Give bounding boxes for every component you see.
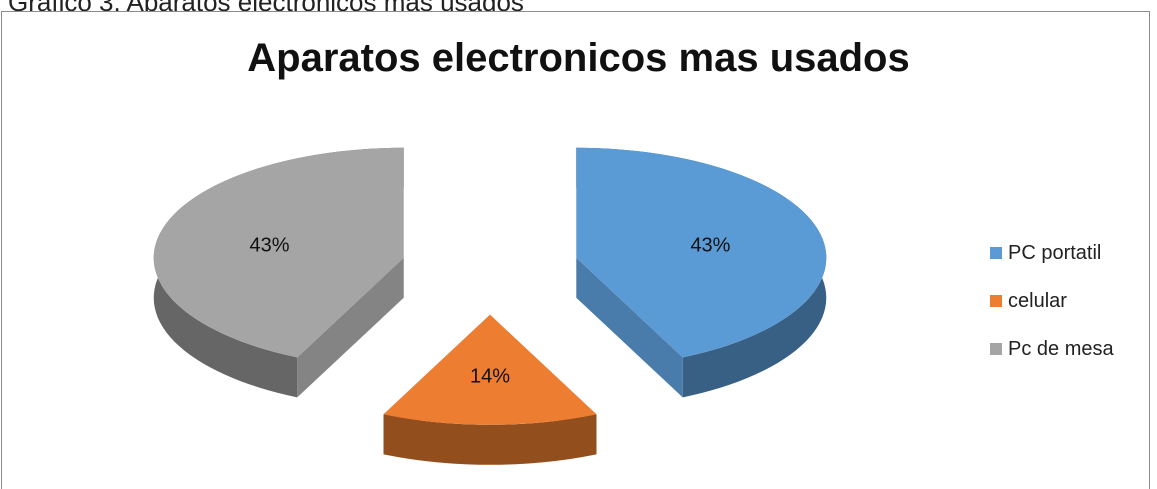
- figure-caption-text: Grafico 3. Aparatos electronicos mas usa…: [8, 0, 524, 12]
- slice-top: [576, 147, 827, 358]
- chart-frame: [1, 11, 1150, 489]
- slice-top: [153, 147, 404, 358]
- pie-slice-pc-portatil: [576, 147, 827, 398]
- slice-rim: [383, 414, 597, 465]
- legend-label: Pc de mesa: [1008, 337, 1114, 360]
- pie-slice-pc-de-mesa: [153, 147, 404, 398]
- legend-label: celular: [1008, 289, 1067, 312]
- slice-wall: [297, 257, 404, 398]
- chart-title: Aparatos electronicos mas usados: [247, 36, 910, 80]
- legend-item: PC portatil: [990, 229, 1114, 277]
- figure-caption: Grafico 3. Aparatos electronicos mas usa…: [0, 0, 1157, 12]
- legend-item: celular: [990, 277, 1114, 325]
- slice-top: [383, 314, 597, 425]
- legend-swatch: [990, 343, 1002, 355]
- legend: PC portatil celular Pc de mesa: [990, 229, 1114, 373]
- data-label: 43%: [690, 235, 730, 257]
- legend-swatch: [990, 295, 1002, 307]
- pie-slice-celular: [383, 314, 597, 465]
- legend-item: Pc de mesa: [990, 325, 1114, 373]
- data-label: 14%: [470, 365, 510, 387]
- data-label: 43%: [250, 235, 290, 257]
- legend-label: PC portatil: [1008, 241, 1102, 264]
- legend-swatch: [990, 247, 1002, 259]
- slice-wall: [576, 257, 683, 398]
